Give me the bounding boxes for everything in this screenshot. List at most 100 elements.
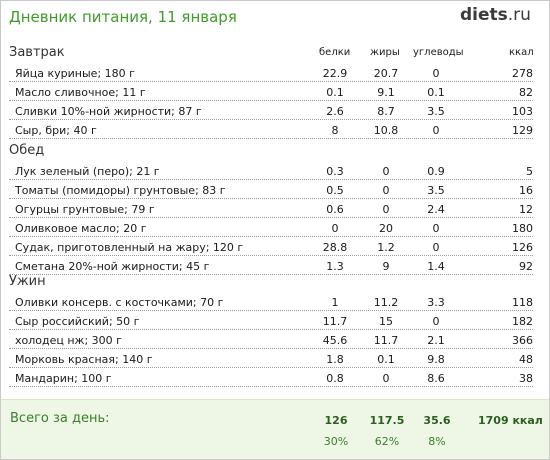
row-divider — [9, 179, 533, 180]
column-header-protein: белки — [319, 47, 351, 58]
row-divider — [9, 100, 533, 101]
food-row: Лук зеленый (перо); 21 г 0.3 0 0.9 5 — [9, 162, 533, 180]
food-kcal: 103 — [512, 105, 533, 118]
row-divider — [9, 81, 533, 82]
food-name: Судак, приготовленный на жару; 120 г — [15, 241, 244, 254]
totals-label: Всего за день: — [10, 411, 110, 426]
row-divider — [9, 198, 533, 199]
carbs-percent: 8% — [428, 435, 446, 448]
food-kcal: 16 — [519, 184, 533, 197]
food-name: Огурцы грунтовые; 79 г — [15, 203, 155, 216]
food-fat: 1.2 — [377, 241, 395, 254]
food-kcal: 5 — [526, 165, 533, 178]
food-name: Яйца куриные; 180 г — [15, 67, 135, 80]
food-fat: 0 — [382, 203, 390, 216]
food-fat: 8.7 — [377, 105, 395, 118]
food-row: Судак, приготовленный на жару; 120 г 28.8… — [9, 238, 533, 256]
food-row: Томаты (помидоры) грунтовые; 83 г 0.5 0 3.5… — [9, 181, 533, 199]
row-divider — [9, 274, 533, 275]
food-fat: 11.2 — [373, 296, 399, 309]
food-kcal: 82 — [519, 86, 533, 99]
food-carbs: 1.4 — [427, 260, 445, 273]
row-divider — [9, 367, 533, 368]
food-name: Сыр российский; 50 г — [15, 315, 140, 328]
row-divider — [9, 329, 533, 330]
food-name: Лук зеленый (перо); 21 г — [15, 165, 160, 178]
food-protein: 0.1 — [326, 86, 344, 99]
food-protein: 1.3 — [326, 260, 344, 273]
food-fat: 0 — [382, 372, 390, 385]
page-title: Дневник питания, 11 января — [9, 8, 237, 26]
food-name: Сметана 20%-ной жирности; 45 г — [15, 260, 210, 273]
food-fat: 20.7 — [373, 67, 399, 80]
food-kcal: 48 — [519, 353, 533, 366]
food-protein: 22.9 — [322, 67, 348, 80]
food-carbs: 3.5 — [427, 105, 445, 118]
food-carbs: 9.8 — [427, 353, 445, 366]
food-name: Сливки 10%-ной жирности; 87 г — [15, 105, 202, 118]
site-logo[interactable]: diets.ru — [460, 5, 531, 25]
food-protein: 8 — [331, 124, 339, 137]
column-header-carbs: углеводы — [413, 47, 464, 58]
food-protein: 0.3 — [326, 165, 344, 178]
food-kcal: 38 — [519, 372, 533, 385]
food-row: холодец нж; 300 г 45.6 11.7 2.1 366 — [9, 331, 533, 349]
food-row: Сыр российский; 50 г 11.7 15 0 182 — [9, 312, 533, 330]
food-protein: 0.6 — [326, 203, 344, 216]
food-kcal: 366 — [512, 334, 533, 347]
row-divider — [9, 119, 533, 120]
food-protein: 1 — [331, 296, 339, 309]
food-fat: 0 — [382, 165, 390, 178]
food-row: Огурцы грунтовые; 79 г 0.6 0 2.4 12 — [9, 200, 533, 218]
food-carbs: 2.4 — [427, 203, 445, 216]
column-header-kcal: ккал — [509, 47, 534, 58]
food-protein: 1.8 — [326, 353, 344, 366]
food-kcal: 278 — [512, 67, 533, 80]
food-row: Сливки 10%-ной жирности; 87 г 2.6 8.7 3.5 10… — [9, 102, 533, 120]
food-fat: 0 — [382, 184, 390, 197]
food-row: Яйца куриные; 180 г 22.9 20.7 0 278 — [9, 64, 533, 82]
food-name: Масло сливочное; 11 г — [15, 86, 146, 99]
food-kcal: 180 — [512, 222, 533, 235]
food-carbs: 8.6 — [427, 372, 445, 385]
food-carbs: 2.1 — [427, 334, 445, 347]
total-kcal: 1709 ккал — [478, 414, 543, 427]
food-name: Морковь красная; 140 г — [15, 353, 153, 366]
row-divider — [9, 310, 533, 311]
food-carbs: 0 — [432, 222, 440, 235]
daily-totals: Всего за день: 126 117.5 35.6 1709 ккал … — [1, 399, 549, 459]
row-divider — [9, 236, 533, 237]
total-fat: 117.5 — [369, 414, 405, 427]
column-header-fat: жиры — [370, 47, 400, 58]
food-protein: 2.6 — [326, 105, 344, 118]
food-fat: 0.1 — [377, 353, 395, 366]
food-kcal: 126 — [512, 241, 533, 254]
header: Дневник питания, 11 января diets.ru — [0, 0, 550, 38]
row-divider — [9, 217, 533, 218]
row-divider — [9, 255, 533, 256]
food-carbs: 0.9 — [427, 165, 445, 178]
food-carbs: 0 — [432, 315, 440, 328]
food-fat: 10.8 — [373, 124, 399, 137]
food-name: Оливковое масло; 20 г — [15, 222, 147, 235]
food-carbs: 3.3 — [427, 296, 445, 309]
food-protein: 0.5 — [326, 184, 344, 197]
food-name: Томаты (помидоры) грунтовые; 83 г — [15, 184, 226, 197]
food-protein: 45.6 — [322, 334, 348, 347]
logo-tld: .ru — [507, 5, 531, 25]
food-fat: 11.7 — [373, 334, 399, 347]
food-protein: 0.8 — [326, 372, 344, 385]
row-divider — [9, 386, 533, 387]
food-kcal: 12 — [519, 203, 533, 216]
food-name: Мандарин; 100 г — [15, 372, 112, 385]
food-kcal: 118 — [512, 296, 533, 309]
food-row: Масло сливочное; 11 г 0.1 9.1 0.1 82 — [9, 83, 533, 101]
food-row: Морковь красная; 140 г 1.8 0.1 9.8 48 — [9, 350, 533, 368]
protein-percent: 30% — [323, 435, 349, 448]
meal-section-title: Ужин — [9, 274, 46, 289]
food-row: Сыр, бри; 40 г 8 10.8 0 129 — [9, 121, 533, 139]
meal-section-title: Завтрак — [9, 45, 65, 60]
food-row: Мандарин; 100 г 0.8 0 8.6 38 — [9, 369, 533, 387]
food-kcal: 182 — [512, 315, 533, 328]
food-kcal: 129 — [512, 124, 533, 137]
